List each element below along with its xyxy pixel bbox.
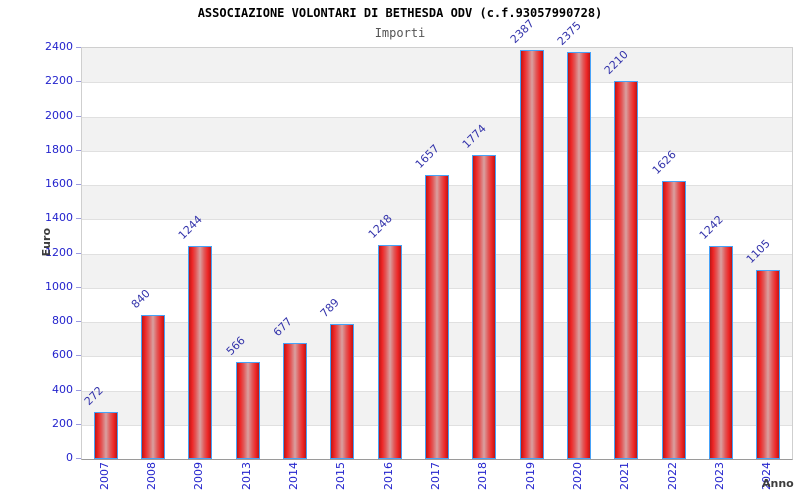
bar <box>661 180 686 459</box>
y-axis-title: Euro <box>40 228 53 257</box>
grid-band <box>82 116 792 151</box>
gridline <box>82 82 792 84</box>
y-tick-label: 800 <box>52 314 73 327</box>
x-tick-label: 2023 <box>713 462 726 490</box>
y-tick-label: 600 <box>52 348 73 362</box>
x-tick-label: 2019 <box>523 462 537 490</box>
y-tick <box>76 47 81 48</box>
x-tick-label: 2007 <box>97 462 111 490</box>
y-tick-label: 1000 <box>45 279 73 293</box>
bar <box>709 246 733 459</box>
bar <box>519 50 544 459</box>
y-tick <box>76 286 81 288</box>
gridline <box>82 150 792 152</box>
y-tick-label: 1800 <box>45 142 73 156</box>
x-tick-label: 2008 <box>145 462 158 490</box>
y-tick <box>76 355 81 357</box>
grid-band <box>82 82 792 117</box>
y-tick-label: 1200 <box>45 245 73 259</box>
bar <box>93 412 118 459</box>
y-tick <box>76 81 81 83</box>
y-tick-label: 1400 <box>45 211 73 225</box>
bar <box>614 80 639 459</box>
y-tick-label: 2000 <box>45 108 73 122</box>
x-tick-label: 2017 <box>429 462 442 490</box>
y-tick <box>76 149 81 151</box>
bar <box>756 269 781 459</box>
x-tick-label: 2013 <box>239 462 253 490</box>
y-tick <box>76 458 81 459</box>
bar <box>567 52 591 459</box>
y-tick <box>76 184 81 185</box>
y-tick-label: 400 <box>52 382 73 396</box>
bar <box>472 155 497 459</box>
grid-band <box>82 48 792 83</box>
y-tick-label: 1600 <box>45 177 73 190</box>
y-tick-label: 2200 <box>45 74 73 88</box>
bar <box>235 362 260 459</box>
x-tick-label: 2016 <box>381 462 395 490</box>
y-tick <box>76 423 81 425</box>
x-tick-label: 2018 <box>476 462 490 490</box>
x-tick-label: 2009 <box>192 462 206 490</box>
x-tick-label: 2015 <box>334 462 348 490</box>
bar <box>141 315 165 459</box>
x-tick-label: 2014 <box>287 462 300 490</box>
x-tick-label: 2022 <box>665 462 679 490</box>
y-tick <box>76 115 81 117</box>
chart-subtitle: Importi <box>374 26 426 40</box>
plot-area: 272 840 1244 566 677 789 1248 1657 1774 2387 2375 2… <box>81 17 793 460</box>
y-tick <box>76 218 81 220</box>
y-tick-label: 200 <box>52 416 73 430</box>
bar <box>330 323 355 459</box>
x-axis-title: Anno <box>762 477 794 490</box>
y-tick <box>76 389 81 391</box>
bar <box>188 245 213 459</box>
x-tick-label: 2020 <box>571 462 584 490</box>
bar <box>377 245 402 459</box>
y-tick-label: 2400 <box>45 40 73 53</box>
y-tick <box>76 252 81 254</box>
y-tick-label: 0 <box>66 451 73 464</box>
x-tick-label: 2021 <box>618 462 632 490</box>
gridline <box>82 116 792 118</box>
bar <box>283 343 307 459</box>
y-tick <box>76 321 81 322</box>
bar <box>425 175 449 459</box>
chart-title: ASSOCIAZIONE VOLONTARI DI BETHESDA ODV (… <box>197 6 603 20</box>
